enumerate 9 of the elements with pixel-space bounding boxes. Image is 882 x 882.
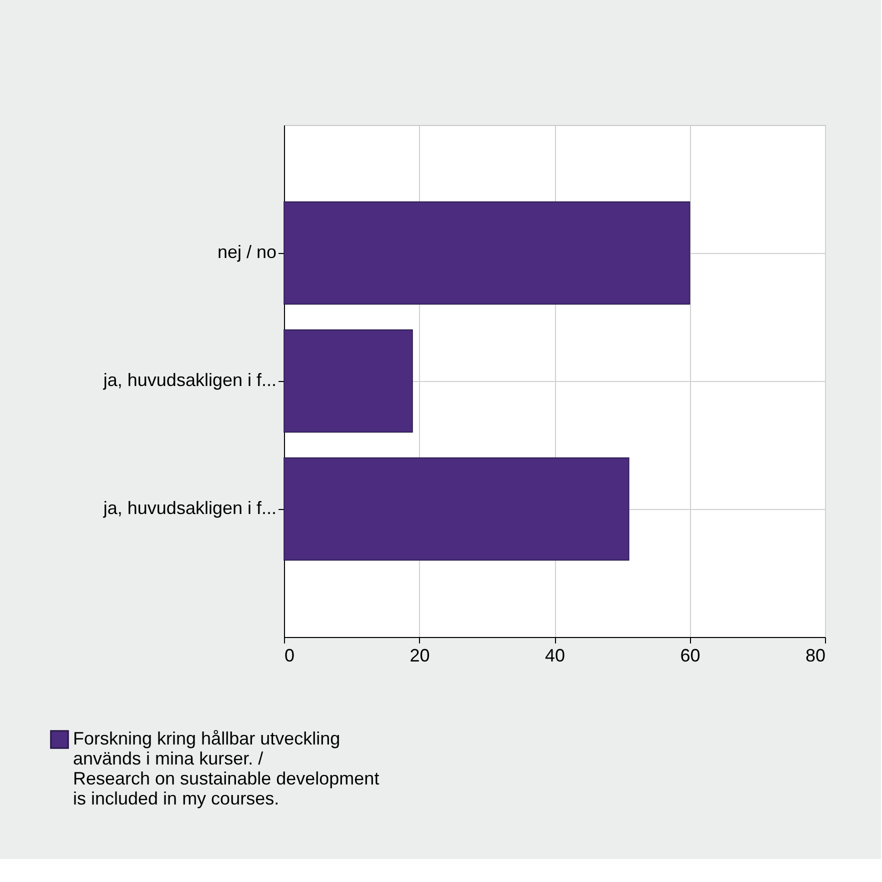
legend-label: Forskning kring hållbar utveckling används i mina kurser. / Research on sustainable development is included in my courses. <box>73 728 380 808</box>
y-tick-label: nej / no <box>217 242 276 262</box>
x-tick-label: 60 <box>680 646 700 666</box>
y-tick-label: ja, huvudsakligen i f... <box>102 498 276 518</box>
y-tick-label: ja, huvudsakligen i f... <box>102 370 276 390</box>
x-tick-label: 20 <box>410 646 430 666</box>
x-tick-label: 0 <box>284 646 295 666</box>
x-tick-label: 40 <box>544 646 566 666</box>
x-tick-label: 80 <box>805 646 826 666</box>
